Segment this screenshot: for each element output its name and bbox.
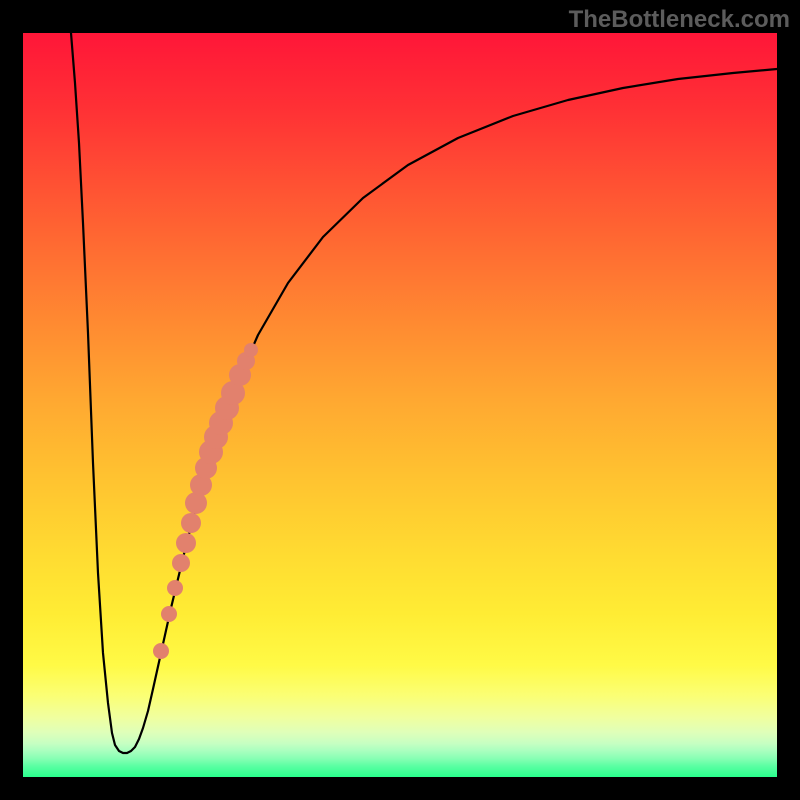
data-marker: [167, 580, 183, 596]
data-marker: [176, 533, 196, 553]
bottleneck-curve: [71, 33, 777, 753]
data-marker: [161, 606, 177, 622]
watermark-text: TheBottleneck.com: [569, 6, 790, 34]
curve-layer: [23, 33, 777, 777]
chart-container: TheBottleneck.com: [0, 0, 800, 800]
data-marker: [244, 343, 258, 357]
data-marker: [181, 513, 201, 533]
data-marker: [153, 643, 169, 659]
plot-area: [23, 33, 777, 777]
marker-group: [153, 343, 258, 659]
data-marker: [172, 554, 190, 572]
